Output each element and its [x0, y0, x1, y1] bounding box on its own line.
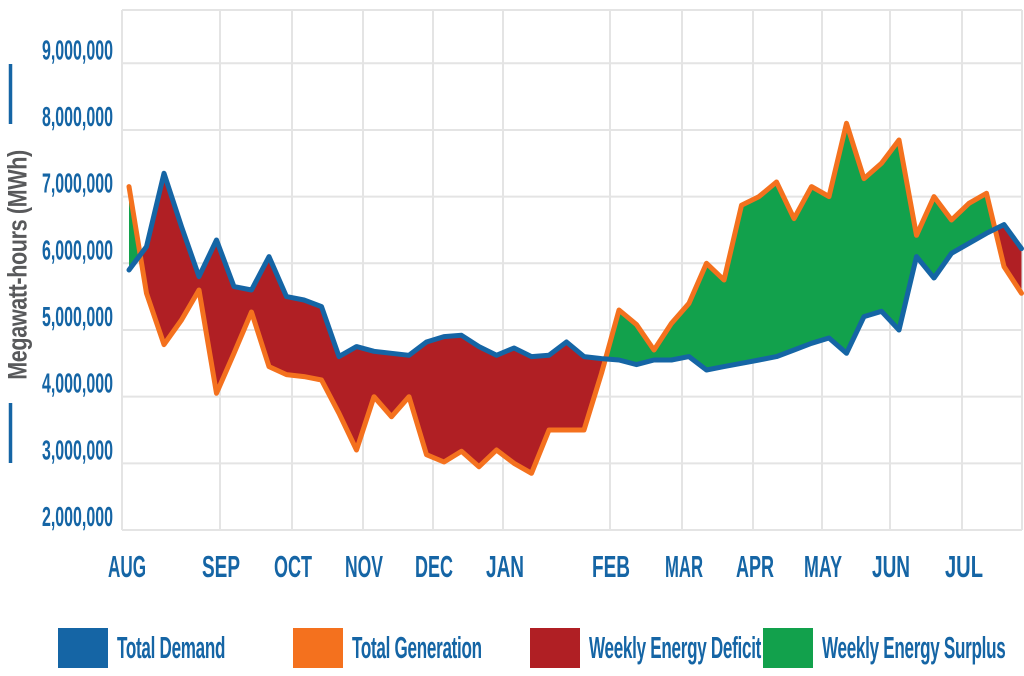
- y-tick-label: 9,000,000: [42, 34, 113, 65]
- y-tick-label: 2,000,000: [42, 501, 113, 532]
- month-label: JAN: [486, 549, 524, 584]
- y-axis-title-text: Megawatt-hours (MWh): [2, 150, 33, 380]
- month-label: JUN: [872, 549, 910, 584]
- total-demand-line: [126, 170, 1024, 373]
- y-tick-label: 4,000,000: [42, 368, 113, 399]
- legend-item-total-demand: Total Demand: [58, 627, 314, 669]
- month-label: FEB: [592, 549, 630, 584]
- y-axis-title: Megawatt-hours (MWh): [3, 122, 34, 409]
- month-label: JUL: [945, 549, 983, 584]
- legend-label: Weekly Energy Deficit: [589, 630, 762, 665]
- legend-label: Weekly Energy Surplus: [822, 630, 1006, 665]
- legend-item-weekly-energy-surplus: Weekly Energy Surplus: [763, 627, 1024, 669]
- legend-label: Total Demand: [117, 630, 226, 665]
- legend-label: Total Generation: [352, 630, 482, 665]
- total-generation-line: [126, 120, 1024, 476]
- legend-swatch-weekly-energy-surplus: [763, 628, 813, 668]
- weekly-energy-surplus-area: [605, 123, 995, 370]
- legend: Total Demand Total Generation Weekly Ene…: [0, 627, 1024, 669]
- y-tick-label: 3,000,000: [42, 434, 113, 465]
- y-tick-label: 7,000,000: [42, 168, 113, 199]
- month-label: APR: [736, 549, 774, 584]
- month-label: MAR: [665, 549, 703, 584]
- month-label: DEC: [415, 549, 453, 584]
- legend-item-weekly-energy-deficit: Weekly Energy Deficit: [530, 627, 902, 669]
- legend-swatch-total-generation: [293, 628, 343, 668]
- y-axis-labels: 9,000,000 8,000,000 7,000,000 6,000,000 5,00…: [42, 34, 113, 532]
- legend-swatch-weekly-energy-deficit: [530, 628, 580, 668]
- y-tick-label: 6,000,000: [42, 234, 113, 265]
- month-label: OCT: [274, 549, 312, 584]
- x-axis-labels: AUG SEP OCT NOV DEC JAN FEB MAR APR MAY JUN JUL: [108, 549, 983, 584]
- y-tick-label: 8,000,000: [42, 101, 113, 132]
- series-lines: [126, 120, 1024, 476]
- month-label: MAY: [804, 549, 842, 584]
- month-label: NOV: [345, 549, 383, 584]
- y-tick-label: 5,000,000: [42, 301, 113, 332]
- legend-swatch-total-demand: [58, 628, 108, 668]
- weekly-energy-deficit-area: [140, 173, 606, 474]
- month-label: AUG: [108, 549, 146, 584]
- month-label: SEP: [202, 549, 240, 584]
- surplus-deficit-areas: [129, 123, 1022, 474]
- legend-item-total-generation: Total Generation: [293, 627, 588, 669]
